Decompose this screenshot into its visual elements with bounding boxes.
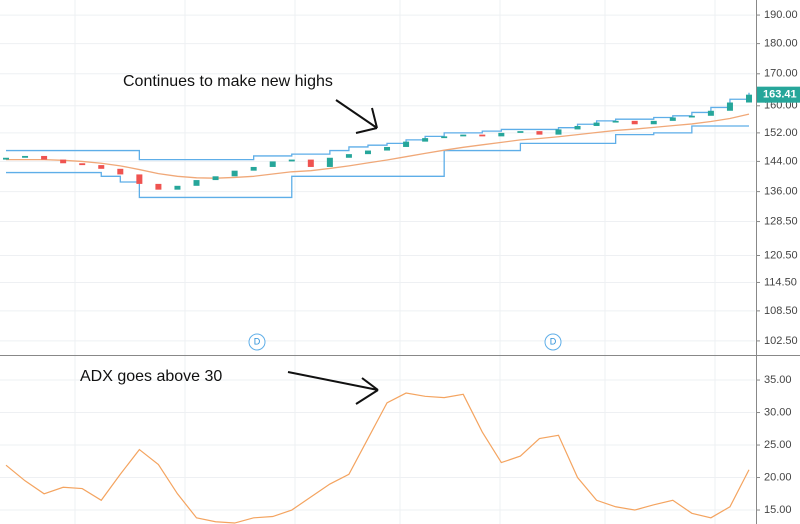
candle	[117, 168, 124, 175]
candle	[136, 174, 143, 184]
candle	[403, 141, 410, 147]
candle	[345, 154, 352, 158]
y-tick-label: 144.00	[764, 155, 798, 167]
marker-label: D	[550, 336, 557, 346]
candle	[555, 129, 562, 135]
y-tick-label: 30.00	[764, 406, 792, 418]
candle	[212, 176, 219, 181]
last-price-label: 163.41	[763, 89, 797, 101]
annotation: Continues to make new highs	[123, 73, 333, 90]
arrows	[287, 99, 379, 405]
candle	[574, 125, 581, 130]
candle	[288, 159, 295, 162]
y-tick-label: 128.50	[764, 215, 798, 227]
candle	[707, 110, 714, 116]
candle	[269, 161, 276, 167]
indicator-line	[6, 125, 749, 199]
candle	[364, 150, 371, 155]
y-tick-label: 108.50	[764, 305, 798, 317]
last-price-box	[757, 86, 800, 103]
candle	[460, 134, 467, 137]
candle	[22, 155, 29, 158]
candle	[669, 117, 676, 121]
candle	[41, 155, 48, 160]
y-tick-label: 35.00	[764, 374, 792, 386]
y-tick-label: 160.00	[764, 100, 798, 112]
candle	[517, 131, 524, 133]
y-tick-label: 152.00	[764, 127, 798, 139]
marker-label: D	[254, 336, 261, 346]
marker-circle	[544, 333, 562, 351]
y-tick-label: 15.00	[764, 504, 792, 516]
candle	[250, 166, 257, 171]
y-tick-label: 136.00	[764, 186, 798, 198]
candle	[326, 157, 333, 167]
indicator-line	[6, 113, 750, 179]
candle	[384, 146, 391, 151]
candle	[98, 165, 105, 169]
y-tick-label: 180.00	[764, 38, 798, 50]
candle	[746, 94, 752, 103]
candle	[193, 180, 200, 186]
adx-line	[5, 392, 750, 524]
y-tick-label: 25.00	[764, 439, 792, 451]
candle	[593, 122, 600, 126]
y-tick-label: 120.50	[764, 249, 798, 261]
y-tick-label: 190.00	[764, 9, 798, 21]
candle	[726, 102, 733, 111]
candle	[231, 170, 238, 177]
vertical-grid	[74, 0, 716, 524]
annotation: ADX goes above 30	[80, 368, 222, 385]
marker-circle	[248, 333, 266, 351]
d-markers: D D	[248, 333, 562, 351]
candle	[631, 120, 638, 125]
candle	[60, 159, 67, 164]
candle	[79, 163, 86, 166]
candle	[174, 185, 181, 190]
candle	[3, 157, 9, 160]
candle	[307, 159, 314, 167]
candle	[441, 136, 448, 139]
candle	[650, 120, 657, 125]
candle	[612, 120, 619, 123]
candle	[422, 138, 429, 142]
y-tick-label: 170.00	[764, 68, 798, 80]
candle	[155, 183, 162, 190]
candle	[479, 134, 486, 137]
candle	[688, 115, 695, 118]
y-tick-label: 102.50	[764, 335, 798, 347]
y-tick-label: 114.50	[764, 276, 797, 288]
y-tick-label: 20.00	[764, 471, 792, 483]
candle	[536, 131, 543, 135]
candle	[498, 132, 505, 137]
